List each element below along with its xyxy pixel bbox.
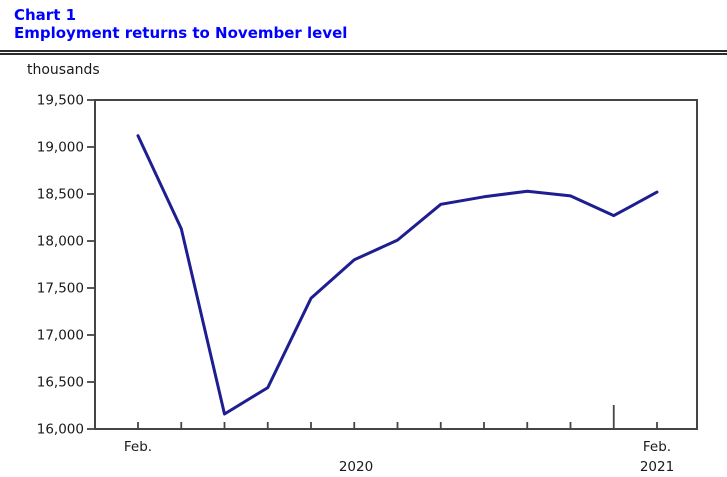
- employment-line: [136, 134, 659, 416]
- y-tick-label: 19,000: [37, 140, 84, 156]
- x-label-end-year: 2021: [640, 459, 674, 475]
- y-tick-label: 17,000: [37, 328, 84, 344]
- y-tick-label: 18,000: [37, 234, 84, 250]
- y-tick-label: 16,500: [37, 375, 84, 391]
- chart-title: Employment returns to November level: [14, 24, 348, 42]
- y-tick-label: 16,000: [37, 422, 84, 438]
- y-axis-units-label: thousands: [27, 62, 100, 78]
- y-tick-label: 18,500: [37, 187, 84, 203]
- y-tick-label: 17,500: [37, 281, 84, 297]
- x-label-end-month: Feb.: [643, 439, 671, 455]
- title-rule: [0, 50, 727, 55]
- x-label-start-month: Feb.: [124, 439, 152, 455]
- plot-frame: [94, 99, 698, 430]
- chart-header: Chart 1 Employment returns to November l…: [14, 6, 347, 42]
- chart-number: Chart 1: [14, 6, 77, 24]
- x-label-start-year: 2020: [339, 459, 373, 475]
- y-tick-label: 19,500: [37, 93, 84, 109]
